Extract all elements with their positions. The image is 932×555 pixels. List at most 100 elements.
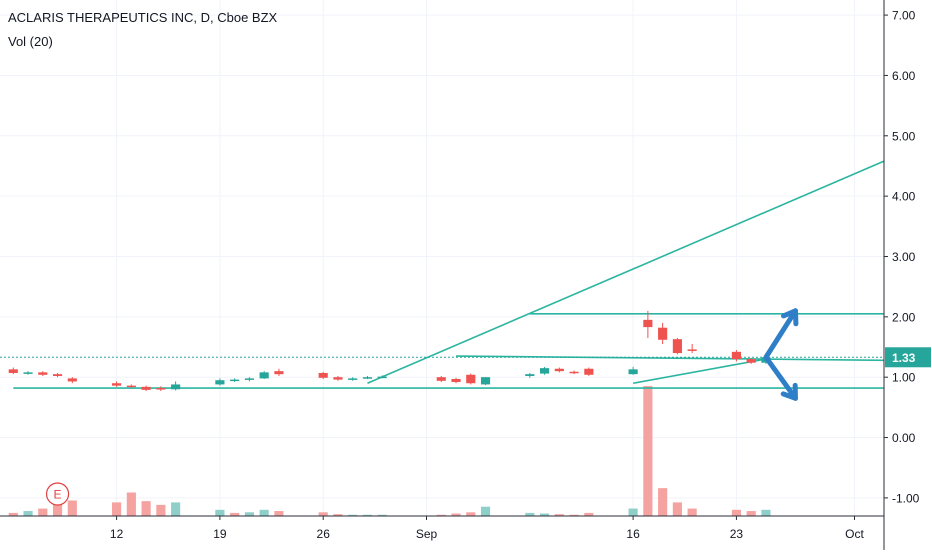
trendline[interactable]	[456, 355, 885, 362]
volume-bar	[525, 512, 535, 516]
time-tick-label: 16	[626, 527, 640, 541]
candle-body	[230, 379, 240, 382]
volume-bar	[141, 501, 151, 516]
earnings-marker-icon[interactable]	[45, 482, 70, 506]
candle-body	[23, 372, 33, 374]
time-tick-label: 26	[317, 527, 331, 541]
price-tick-label: 6.00	[892, 69, 916, 83]
price-tick-label: 3.00	[892, 250, 916, 264]
candle-body	[554, 368, 564, 372]
candle-body	[244, 378, 254, 380]
volume-bars	[8, 386, 771, 516]
volume-bar	[38, 508, 48, 516]
volume-bar	[23, 511, 33, 516]
candle-body	[8, 369, 18, 373]
arrow-head[interactable]	[780, 382, 798, 401]
candle-body	[451, 379, 461, 383]
trendline[interactable]	[632, 358, 767, 385]
candle-body	[171, 384, 181, 390]
candle-body	[569, 371, 579, 374]
symbol-title: ACLARIS THERAPEUTICS INC, D, Cboe BZX	[8, 10, 278, 25]
time-tick-label: 23	[730, 527, 744, 541]
price-tick-label: 7.00	[892, 9, 916, 23]
volume-bar	[672, 502, 682, 516]
candle-body	[746, 359, 756, 363]
candle-body	[672, 339, 682, 354]
price-tick-label: 2.00	[892, 310, 916, 324]
volume-bar	[436, 514, 446, 516]
volume-bar	[348, 514, 358, 516]
volume-bar	[274, 511, 284, 516]
arrow-shaft[interactable]	[763, 354, 798, 401]
candle-body	[687, 349, 697, 351]
volume-bar	[466, 512, 476, 516]
volume-bar	[171, 502, 181, 516]
candle-body	[126, 385, 136, 388]
volume-bar	[52, 504, 63, 516]
volume-bar	[244, 512, 254, 516]
volume-bar	[8, 512, 18, 516]
time-tick-label: 12	[110, 527, 124, 541]
volume-bar	[451, 513, 461, 516]
volume-bar	[584, 512, 594, 516]
candle-body	[658, 327, 668, 340]
candle-body	[731, 351, 741, 360]
volume-label: Vol (20)	[8, 34, 53, 49]
volume-bar	[215, 509, 225, 516]
volume-bar	[539, 513, 550, 516]
volume-bar	[569, 514, 579, 516]
time-tick-label: Sep	[416, 527, 438, 541]
volume-bar	[658, 488, 668, 516]
candle-body	[38, 372, 48, 375]
earnings-marker-group[interactable]: E	[45, 482, 70, 506]
volume-bar	[259, 509, 269, 516]
arrows[interactable]	[763, 308, 799, 401]
candle-body	[480, 377, 491, 385]
volume-bar	[731, 509, 741, 516]
candle-body	[584, 368, 594, 375]
candle-body	[112, 383, 122, 386]
candle-body	[318, 372, 328, 378]
volume-bar	[156, 504, 166, 516]
volume-bar	[746, 511, 756, 516]
candle-body	[628, 369, 638, 375]
volume-bar	[362, 514, 373, 516]
price-tick-label: 5.00	[892, 129, 916, 143]
volume-bar	[628, 508, 638, 516]
candle-body	[377, 376, 387, 379]
earnings-marker-label[interactable]: E	[54, 488, 62, 502]
volume-bar	[126, 492, 136, 516]
price-tick-label: 0.00	[892, 431, 916, 445]
candle-body	[348, 378, 358, 380]
candle-body	[156, 388, 166, 390]
volume-bar	[643, 386, 653, 516]
time-tick-label: 19	[213, 527, 227, 541]
current-price-label[interactable]: 1.33	[892, 351, 916, 365]
candle-body	[333, 377, 343, 380]
time-tick-label: Oct	[845, 527, 864, 541]
candle-body	[436, 377, 446, 381]
volume-bar	[761, 509, 771, 516]
volume-bar	[67, 500, 77, 516]
candle-body	[643, 319, 653, 328]
candle-body	[259, 372, 269, 379]
volume-bar	[377, 514, 387, 516]
price-tick-label: -1.00	[892, 491, 920, 505]
candle-body	[274, 371, 284, 375]
candle-body	[539, 368, 550, 374]
grid	[0, 0, 884, 516]
candle-body	[466, 374, 476, 384]
price-tick-label: 4.00	[892, 190, 916, 204]
arrow-head[interactable]	[781, 308, 799, 327]
trendline[interactable]	[367, 160, 885, 384]
volume-bar	[112, 502, 122, 516]
arrow-shaft[interactable]	[763, 308, 798, 360]
current-price-tag[interactable]	[885, 347, 931, 368]
volume-bar	[480, 506, 491, 516]
candle-body	[215, 380, 225, 385]
volume-bar	[687, 508, 697, 516]
volume-bar	[333, 514, 343, 516]
